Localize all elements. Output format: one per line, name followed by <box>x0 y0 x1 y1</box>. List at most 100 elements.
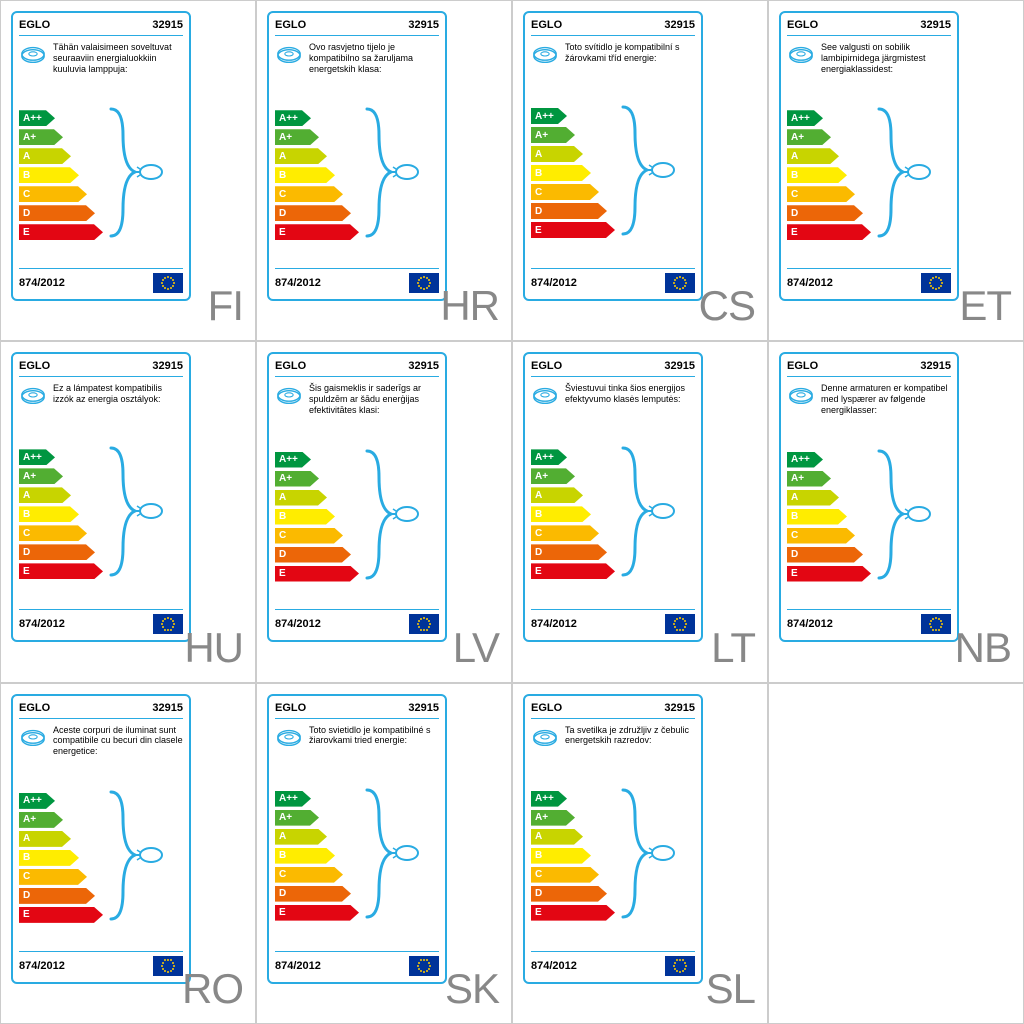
energy-bar-E: E <box>787 566 871 582</box>
energy-bar-Aplus: A+ <box>19 468 63 484</box>
model: 32915 <box>408 360 439 372</box>
description-text: Tähän valaisimeen soveltuvat seuraaviin … <box>53 42 183 74</box>
description-text: Šviestuvui tinka šios energijos efektyvu… <box>565 383 695 405</box>
label-cell-nb: EGLO 32915 Denne armaturen er kompatibel… <box>768 341 1024 682</box>
label-cell-sk: EGLO 32915 Toto svietidlo je kompatibiln… <box>256 683 512 1024</box>
energy-bars: A++A+ABCDE <box>531 108 615 238</box>
energy-bar-C: C <box>275 867 343 883</box>
model: 32915 <box>408 702 439 714</box>
energy-bar-Aplusplus: A++ <box>275 110 311 126</box>
energy-bar-C: C <box>531 867 599 883</box>
energy-bar-Aplusplus: A++ <box>787 452 823 468</box>
model: 32915 <box>152 360 183 372</box>
regulation: 874/2012 <box>19 277 65 289</box>
lamp-icon <box>19 383 47 411</box>
energy-bar-Aplusplus: A++ <box>275 791 311 807</box>
energy-bar-D: D <box>787 547 863 563</box>
lamp-icon <box>531 725 559 753</box>
brand: EGLO <box>787 360 818 372</box>
lamp-icon <box>787 383 815 411</box>
energy-bar-B: B <box>19 167 79 183</box>
energy-bar-C: C <box>19 525 87 541</box>
eu-flag-icon <box>921 614 951 634</box>
brand: EGLO <box>787 19 818 31</box>
energy-bar-D: D <box>531 203 607 219</box>
label-cell-hu: EGLO 32915 Ez a lámpatest kompatibilis i… <box>0 341 256 682</box>
regulation: 874/2012 <box>275 960 321 972</box>
energy-bar-E: E <box>531 905 615 921</box>
bracket-icon <box>107 444 167 579</box>
language-code: ET <box>959 282 1011 330</box>
language-code: FI <box>208 282 243 330</box>
brand: EGLO <box>19 19 50 31</box>
energy-bar-E: E <box>531 222 615 238</box>
energy-bars: A++A+ABCDE <box>19 110 103 240</box>
eu-flag-icon <box>153 614 183 634</box>
energy-bars: A++A+ABCDE <box>275 452 359 582</box>
energy-label: EGLO 32915 Tähän valaisimeen soveltuvat … <box>11 11 191 301</box>
energy-bar-C: C <box>275 528 343 544</box>
brand: EGLO <box>531 19 562 31</box>
energy-bar-E: E <box>787 224 871 240</box>
language-code: LT <box>711 624 755 672</box>
energy-label: EGLO 32915 Denne armaturen er kompatibel… <box>779 352 959 642</box>
energy-bars: A++A+ABCDE <box>275 110 359 240</box>
eu-flag-icon <box>409 273 439 293</box>
lamp-icon <box>275 383 303 411</box>
model: 32915 <box>152 702 183 714</box>
brand: EGLO <box>531 360 562 372</box>
bracket-icon <box>875 105 935 240</box>
language-code: CS <box>699 282 755 330</box>
bracket-icon <box>875 447 935 582</box>
energy-bar-D: D <box>531 886 607 902</box>
label-cell-et: EGLO 32915 See valgusti on sobilik lambi… <box>768 0 1024 341</box>
regulation: 874/2012 <box>531 277 577 289</box>
energy-bar-C: C <box>19 186 87 202</box>
empty-cell <box>768 683 1024 1024</box>
eu-flag-icon <box>409 614 439 634</box>
bracket-icon <box>363 105 423 240</box>
energy-bar-D: D <box>19 544 95 560</box>
eu-flag-icon <box>153 273 183 293</box>
energy-bar-Aplus: A+ <box>275 810 319 826</box>
energy-label: EGLO 32915 Ovo rasvjetno tijelo je kompa… <box>267 11 447 301</box>
energy-label: EGLO 32915 Ta svetilka je združljiv z če… <box>523 694 703 984</box>
energy-bar-A: A <box>275 490 327 506</box>
eu-flag-icon <box>153 956 183 976</box>
model: 32915 <box>664 19 695 31</box>
description-text: Toto svítidlo je kompatibilní s žárovkam… <box>565 42 695 64</box>
energy-bar-E: E <box>19 224 103 240</box>
regulation: 874/2012 <box>531 618 577 630</box>
energy-bar-Aplus: A+ <box>275 471 319 487</box>
description-text: Aceste corpuri de iluminat sunt compatib… <box>53 725 183 757</box>
energy-bar-C: C <box>19 869 87 885</box>
energy-bar-A: A <box>19 487 71 503</box>
lamp-icon <box>531 42 559 70</box>
energy-bar-Aplusplus: A++ <box>531 449 567 465</box>
description-text: Ez a lámpatest kompatibilis izzók az ene… <box>53 383 183 405</box>
eu-flag-icon <box>409 956 439 976</box>
regulation: 874/2012 <box>275 618 321 630</box>
model: 32915 <box>920 360 951 372</box>
energy-bar-Aplus: A+ <box>19 812 63 828</box>
energy-label: EGLO 32915 Toto svietidlo je kompatibiln… <box>267 694 447 984</box>
regulation: 874/2012 <box>531 960 577 972</box>
bracket-icon <box>619 786 679 921</box>
energy-bars: A++A+ABCDE <box>19 793 103 923</box>
energy-bar-D: D <box>787 205 863 221</box>
energy-bar-A: A <box>787 148 839 164</box>
regulation: 874/2012 <box>787 277 833 289</box>
eu-flag-icon <box>665 273 695 293</box>
regulation: 874/2012 <box>19 618 65 630</box>
energy-bar-Aplus: A+ <box>531 127 575 143</box>
regulation: 874/2012 <box>787 618 833 630</box>
eu-flag-icon <box>665 614 695 634</box>
description-text: Ovo rasvjetno tijelo je kompatibilno sa … <box>309 42 439 74</box>
energy-bar-E: E <box>275 566 359 582</box>
energy-label: EGLO 32915 Toto svítidlo je kompatibilní… <box>523 11 703 301</box>
language-code: SL <box>706 965 755 1013</box>
energy-bar-Aplus: A+ <box>787 129 831 145</box>
eu-flag-icon <box>665 956 695 976</box>
energy-label: EGLO 32915 Šis gaismeklis ir saderīgs ar… <box>267 352 447 642</box>
energy-bar-A: A <box>531 829 583 845</box>
